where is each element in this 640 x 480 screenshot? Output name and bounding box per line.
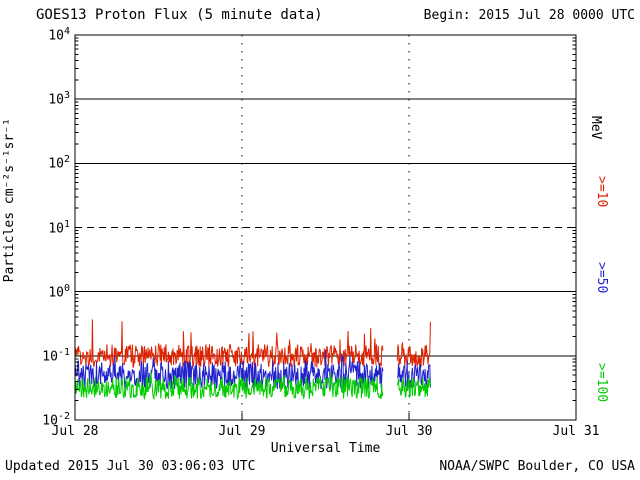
updated-timestamp: Updated 2015 Jul 30 03:06:03 UTC (5, 459, 256, 474)
y-axis-label: Particles cm⁻²s⁻¹sr⁻¹ (2, 118, 17, 283)
y-tick-label: 104 (48, 26, 70, 44)
series-label-0: >=10 (594, 176, 609, 208)
series-label-1: >=50 (594, 262, 609, 294)
y-tick-label: 100 (48, 282, 70, 300)
x-axis-label: Universal Time (270, 441, 381, 456)
y-tick-label: 101 (48, 218, 70, 236)
x-tick-label: Jul 31 (552, 424, 600, 439)
x-tick-label: Jul 28 (51, 424, 99, 439)
chart-title: GOES13 Proton Flux (5 minute data) (36, 7, 323, 23)
y-tick-label: 103 (48, 90, 70, 108)
right-axis-unit-label: MeV (588, 116, 603, 140)
series-trace-2 (396, 377, 431, 399)
series-label-2: >=100 (594, 363, 609, 403)
begin-timestamp: Begin: 2015 Jul 28 0000 UTC (423, 8, 635, 23)
series-trace-0 (74, 319, 384, 369)
x-tick-label: Jul 29 (218, 424, 266, 439)
y-tick-label: 10-1 (42, 346, 70, 365)
x-tick-label: Jul 30 (385, 424, 433, 439)
y-tick-label: 10-2 (42, 411, 70, 429)
series-trace-2 (74, 371, 384, 401)
y-tick-label: 102 (48, 154, 70, 172)
credit-label: NOAA/SWPC Boulder, CO USA (439, 459, 635, 474)
series-trace-0 (396, 321, 431, 368)
